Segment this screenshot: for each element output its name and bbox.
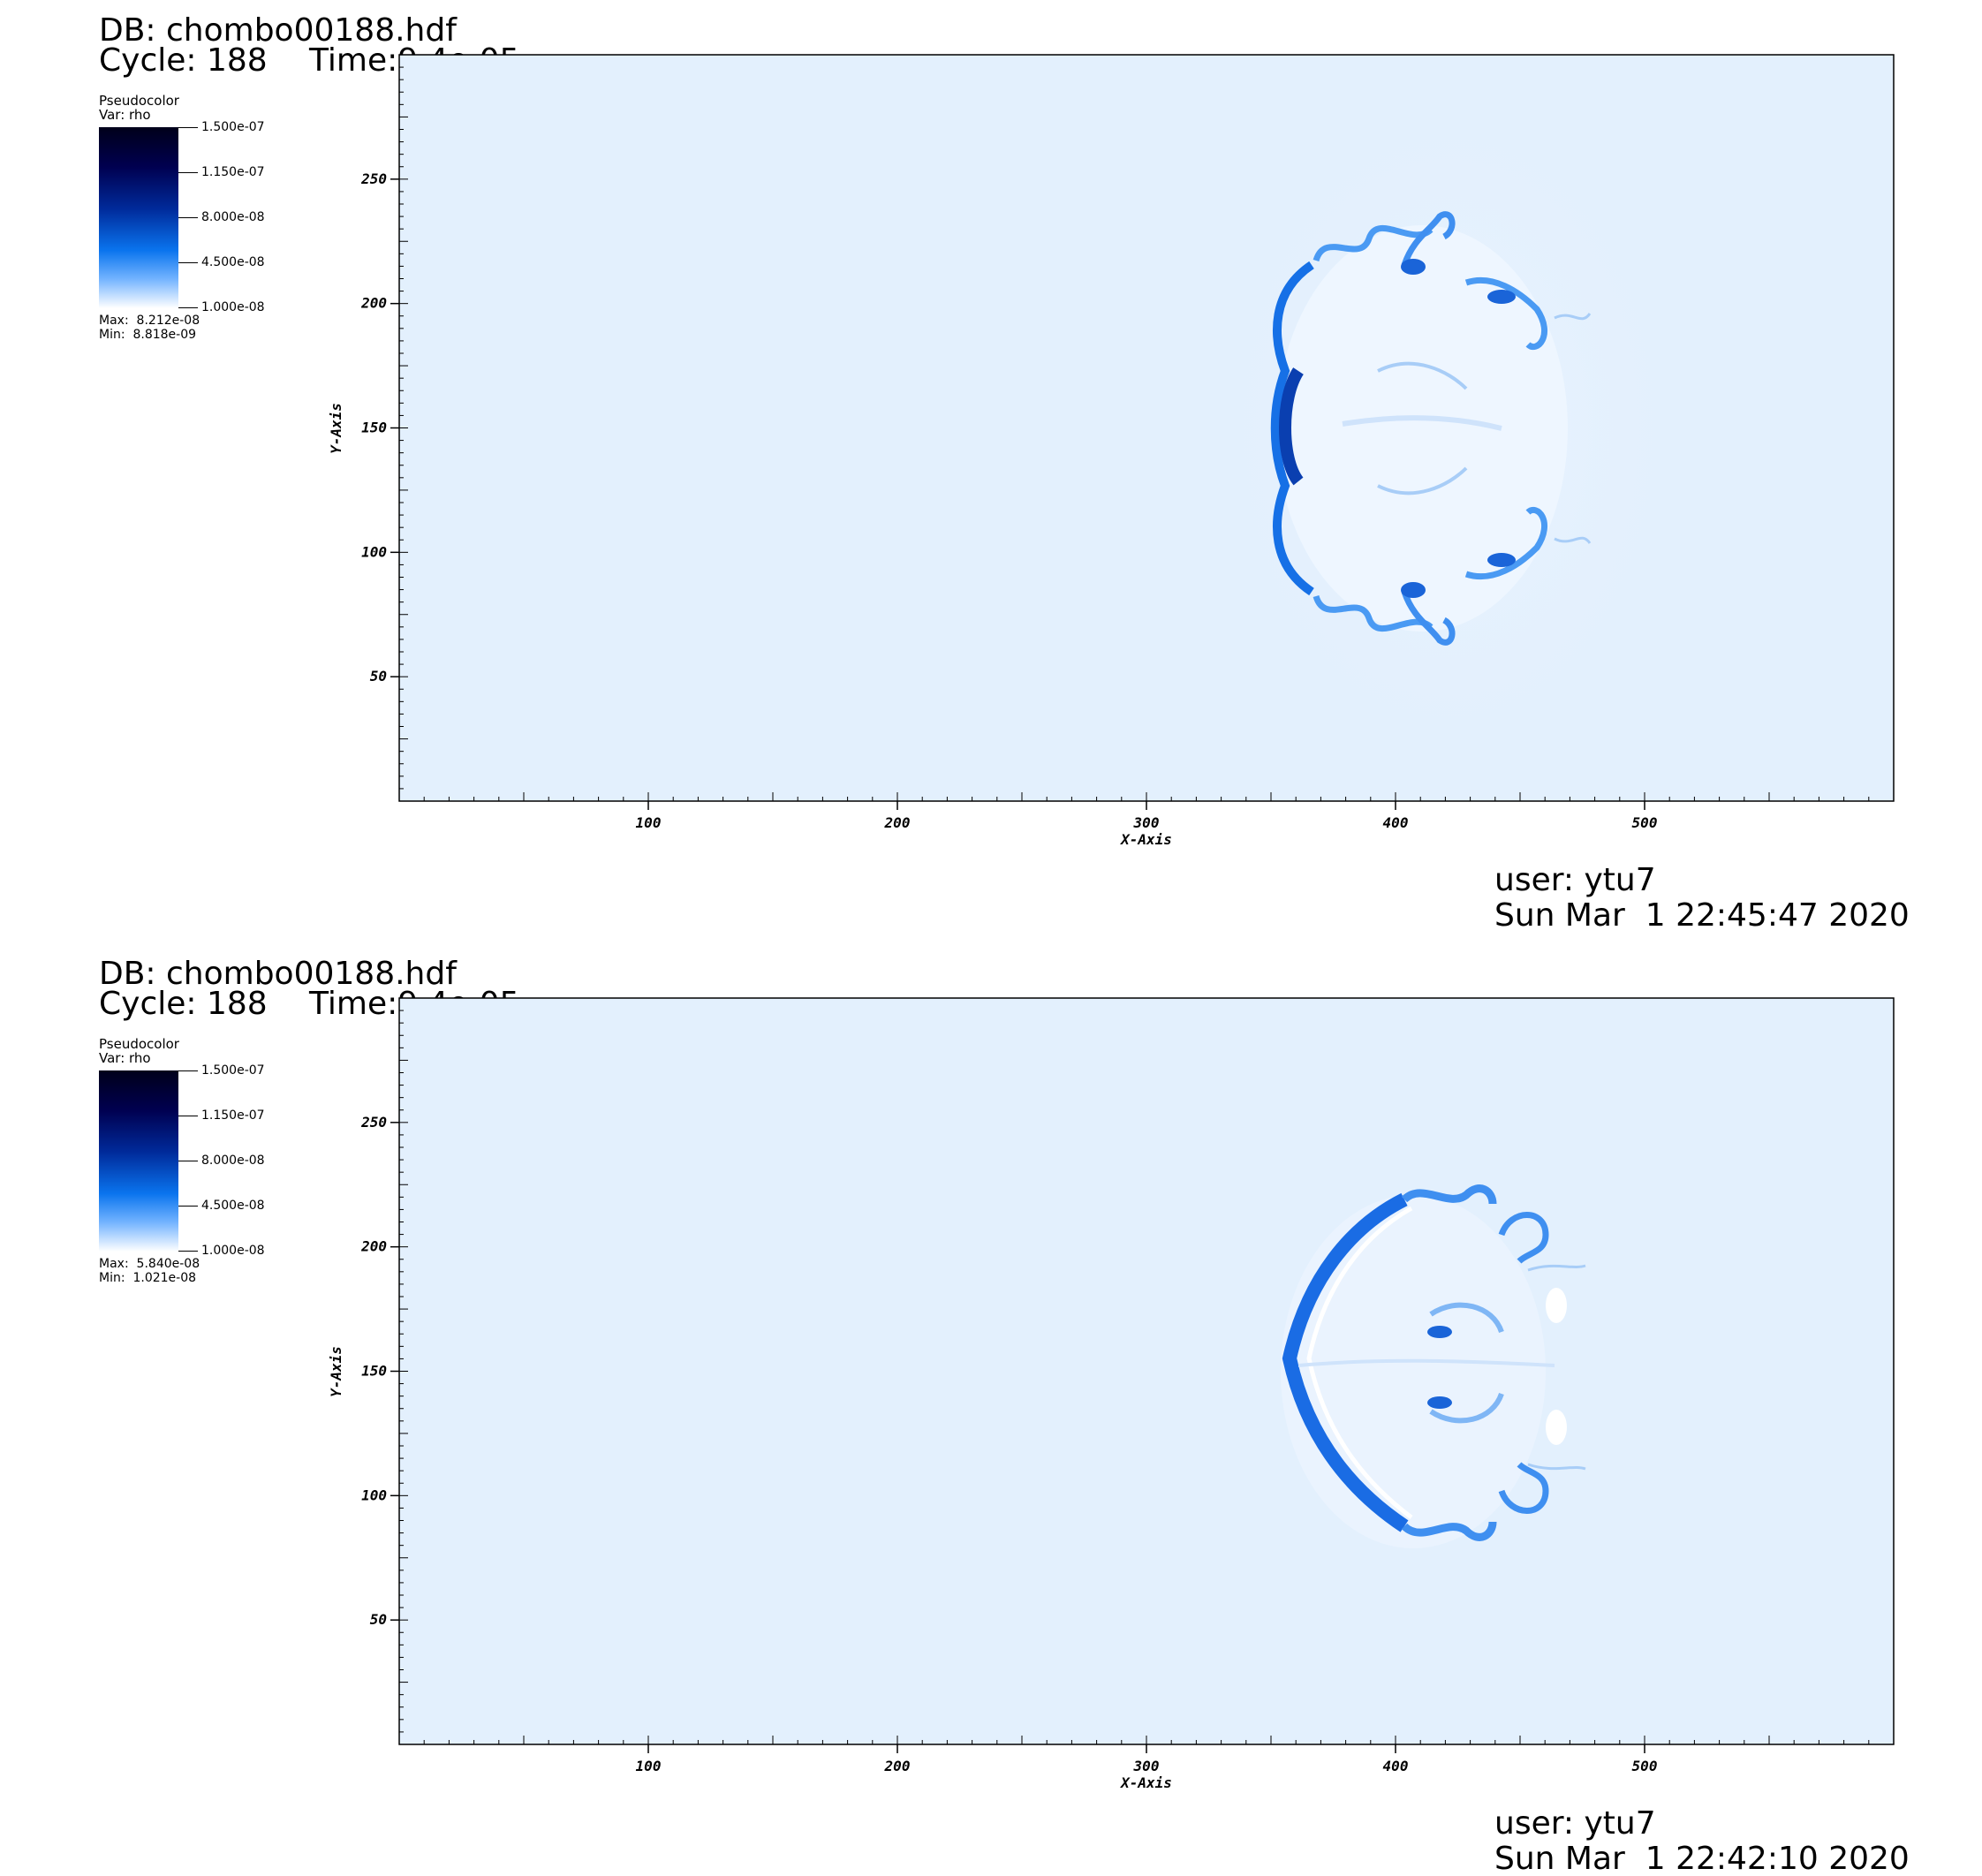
axes: 100 200 300 400 500 50 100 150 200 250 xyxy=(360,1010,1870,1774)
colorbar-tick-label: 1.500e-07 xyxy=(201,120,265,134)
y-axis-title: Y-Axis xyxy=(328,403,344,454)
colorbar-tick-label: 8.000e-08 xyxy=(201,210,265,224)
x-tick-label: 200 xyxy=(884,1758,911,1774)
colorbar xyxy=(99,127,178,308)
y-tick-label: 50 xyxy=(370,1611,387,1628)
x-tick-label: 100 xyxy=(636,1758,662,1774)
colorbar-tick-label: 4.500e-08 xyxy=(201,255,265,269)
colorbar-tick-label: 1.500e-07 xyxy=(201,1063,265,1078)
y-tick-label: 100 xyxy=(361,1486,387,1503)
colorbar-tick xyxy=(178,1070,198,1071)
colorbar-tick xyxy=(178,262,198,263)
legend-variable: Var: rho xyxy=(99,107,151,123)
colorbar-tick xyxy=(178,307,198,308)
plot-background xyxy=(399,998,1894,1744)
x-axis-title: X-Axis xyxy=(1119,1774,1172,1791)
x-axis-title: X-Axis xyxy=(1119,831,1172,848)
cycle-label: Cycle: 188 xyxy=(99,986,268,1022)
colorbar-tick xyxy=(178,127,198,128)
plot-panel-top: DB: chombo00188.hdf Cycle: 188 Time:9.4e… xyxy=(99,12,1910,934)
plot-panel-bottom: DB: chombo00188.hdf Cycle: 188 Time:9.4e… xyxy=(0,943,1982,1876)
y-tick-label: 200 xyxy=(360,295,387,312)
colorbar-tick xyxy=(178,172,198,173)
y-tick-label: 150 xyxy=(361,1363,387,1380)
y-tick-label: 150 xyxy=(361,420,387,436)
colorbar-tick-label: 1.000e-08 xyxy=(201,300,265,314)
colorbar-tick-label: 4.500e-08 xyxy=(201,1199,265,1213)
legend-min: Min: 1.021e-08 xyxy=(99,1271,197,1285)
y-axis-title: Y-Axis xyxy=(328,1346,344,1397)
colorbar-tick-label: 1.150e-07 xyxy=(201,165,265,179)
axes: 100 200 300 400 500 50 100 150 200 250 xyxy=(360,66,1870,831)
y-tick-label: 250 xyxy=(360,1114,387,1131)
colorbar-tick-label: 1.150e-07 xyxy=(201,1108,265,1123)
database-label: DB: chombo00188.hdf xyxy=(99,12,457,49)
legend-min: Min: 8.818e-09 xyxy=(99,328,197,342)
legend-max: Max: 5.840e-08 xyxy=(99,1257,200,1271)
date-label: Sun Mar 1 22:45:47 2020 xyxy=(1494,897,1910,934)
x-tick-label: 500 xyxy=(1632,1758,1658,1774)
y-tick-label: 200 xyxy=(360,1238,387,1255)
y-tick-label: 250 xyxy=(360,170,387,187)
colorbar-tick xyxy=(178,1251,198,1252)
colorbar-tick-label: 1.000e-08 xyxy=(201,1244,265,1258)
x-tick-label: 200 xyxy=(884,814,911,831)
user-label: user: ytu7 xyxy=(1494,1805,1656,1842)
x-tick-label: 300 xyxy=(1133,814,1160,831)
colorbar-tick xyxy=(178,1206,198,1207)
date-label: Sun Mar 1 22:42:10 2020 xyxy=(1494,1841,1910,1876)
x-tick-label: 300 xyxy=(1133,1758,1160,1774)
legend-max: Max: 8.212e-08 xyxy=(99,314,200,328)
legend-plot-type: Pseudocolor xyxy=(99,93,179,109)
colorbar-tick-label: 8.000e-08 xyxy=(201,1154,265,1168)
density-field xyxy=(1201,79,1696,777)
user-label: user: ytu7 xyxy=(1494,862,1656,898)
plot-area: 100 200 300 400 500 50 100 150 200 250 X-Axis Y-A… xyxy=(328,54,1895,848)
colorbar xyxy=(99,1070,178,1252)
legend-variable: Var: rho xyxy=(99,1050,151,1066)
y-tick-label: 100 xyxy=(361,543,387,560)
x-tick-label: 100 xyxy=(636,814,662,831)
plot-area: 100 200 300 400 500 50 100 150 200 250 X-Axis Y-A… xyxy=(328,997,1895,1791)
colorbar-tick xyxy=(178,217,198,218)
density-field xyxy=(1281,1184,1586,1548)
y-tick-label: 50 xyxy=(370,668,387,685)
x-tick-label: 500 xyxy=(1632,814,1658,831)
x-tick-label: 400 xyxy=(1383,814,1409,831)
legend-plot-type: Pseudocolor xyxy=(99,1036,179,1052)
cycle-label: Cycle: 188 xyxy=(99,42,268,79)
x-tick-label: 400 xyxy=(1383,1758,1409,1774)
database-label: DB: chombo00188.hdf xyxy=(99,956,457,992)
